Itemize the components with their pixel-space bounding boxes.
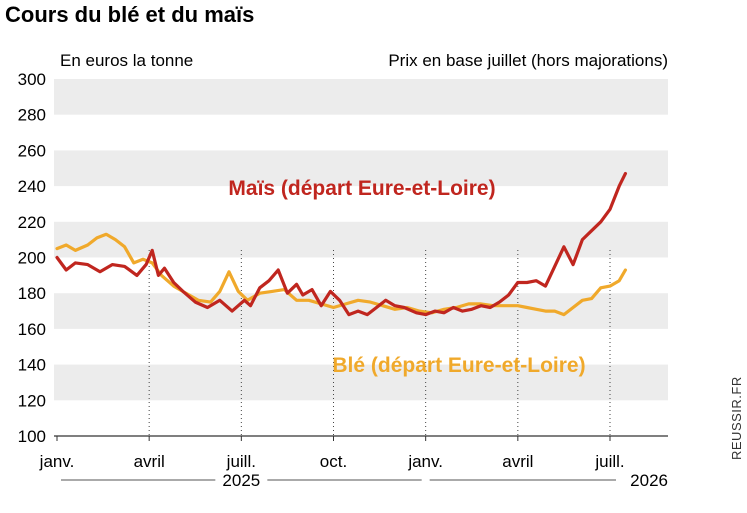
y-tick-label: 160 xyxy=(18,320,46,339)
year-label: 2026 xyxy=(630,471,668,490)
y-tick-label: 300 xyxy=(18,70,46,89)
x-tick-label: avril xyxy=(134,452,165,471)
y-tick-label: 260 xyxy=(18,141,46,160)
x-tick-label: oct. xyxy=(320,452,347,471)
subtitle-unit: En euros la tonne xyxy=(60,51,193,70)
series-lines xyxy=(55,172,628,317)
year-axis: 2025 2026 xyxy=(61,471,668,490)
y-tick-label: 100 xyxy=(18,427,46,446)
y-tick-label: 240 xyxy=(18,177,46,196)
x-tick-label: juill. xyxy=(594,452,624,471)
grid-band xyxy=(54,150,668,187)
x-tick-label: janv. xyxy=(39,452,75,471)
subtitle-basis: Prix en base juillet (hors majorations) xyxy=(388,51,668,70)
grid-band xyxy=(54,79,668,115)
y-tick-label: 280 xyxy=(18,106,46,125)
y-tick-label: 120 xyxy=(18,391,46,410)
y-tick-label: 140 xyxy=(18,356,46,375)
series-ble-line xyxy=(55,232,628,317)
month-guides xyxy=(148,250,611,436)
credit: REUSSIR.FR xyxy=(729,376,744,460)
x-tick-label: juill. xyxy=(226,452,256,471)
year-label: 2025 xyxy=(222,471,260,490)
label-ble: Blé (départ Eure-et-Loire) xyxy=(332,354,585,377)
x-tick-label: janv. xyxy=(407,452,443,471)
grid-band xyxy=(54,221,668,258)
series-mais-line xyxy=(55,172,628,317)
x-axis: janv. avril juill. oct. janv. avril juill. xyxy=(39,436,625,471)
chart-title: Cours du blé et du maïs xyxy=(5,2,254,27)
y-tick-label: 220 xyxy=(18,213,46,232)
y-axis: 100 120 140 160 180 200 220 240 260 280 300 xyxy=(18,70,668,446)
y-tick-label: 180 xyxy=(18,284,46,303)
y-tick-label: 200 xyxy=(18,249,46,268)
grid-bands xyxy=(54,79,668,401)
x-tick-label: avril xyxy=(502,452,533,471)
label-mais: Maïs (départ Eure-et-Loire) xyxy=(228,177,495,200)
grid-band xyxy=(54,364,668,401)
